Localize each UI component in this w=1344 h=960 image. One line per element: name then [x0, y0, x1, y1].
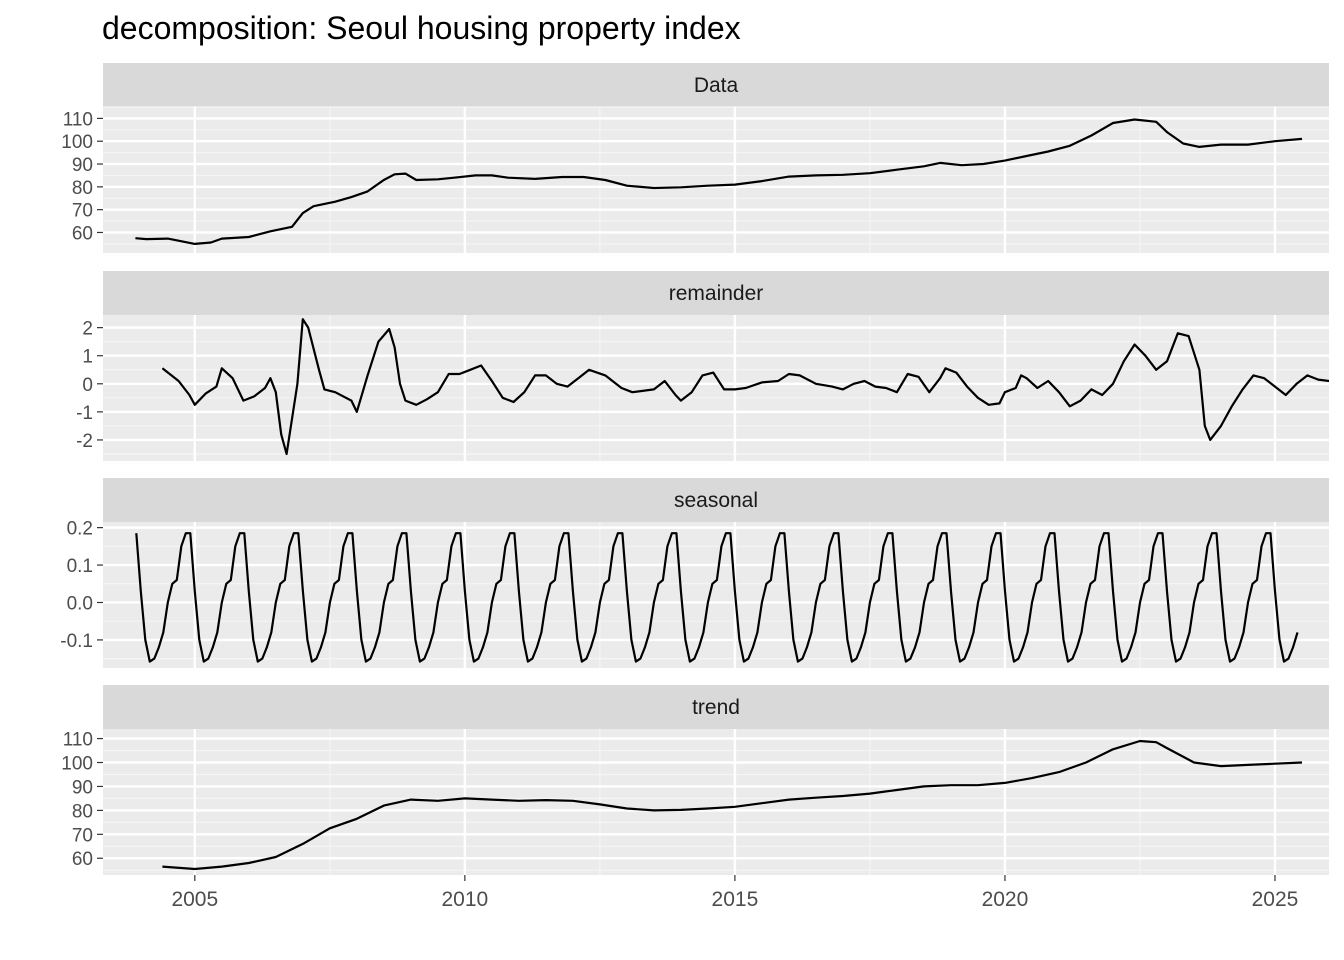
x-tick-label: 2010: [441, 888, 488, 911]
series-line-seasonal: [135, 532, 1299, 663]
strip-label: seasonal: [674, 489, 758, 512]
y-tick-label: 80: [72, 801, 93, 822]
strip-trend: [103, 685, 1329, 729]
strip-seasonal: [103, 478, 1329, 522]
strip-label: remainder: [669, 282, 764, 305]
x-tick-label: 2005: [171, 888, 218, 911]
series-line-data: [135, 118, 1303, 245]
y-tick-label: 70: [72, 201, 93, 222]
chart-title: decomposition: Seoul housing property in…: [102, 10, 741, 46]
y-tick-label: 0: [82, 375, 93, 396]
strip-remainder: [103, 271, 1329, 315]
panel-background: [103, 522, 1329, 668]
facet-panels: Data60708090100110remainder-2-1012season…: [60, 63, 1329, 875]
y-tick-label: 0.0: [67, 593, 93, 614]
panel-remainder: remainder -2 -1 0 1 2: [76, 271, 1329, 461]
y-tick-label: 100: [61, 132, 93, 153]
strip-data: [103, 63, 1329, 107]
y-tick-label: 110: [63, 109, 93, 130]
y-tick-label: 0.1: [67, 556, 93, 577]
y-tick-label: 90: [72, 777, 93, 798]
panel-background: [103, 729, 1329, 875]
strip-label: trend: [692, 696, 740, 719]
x-tick-label: 2020: [982, 888, 1029, 911]
panel-background: [103, 107, 1329, 253]
y-tick-label: -0.1: [60, 631, 93, 652]
x-tick-label: 2015: [712, 888, 759, 911]
y-tick-label: 90: [72, 155, 93, 176]
y-tick-label: 70: [72, 825, 93, 846]
series-line-remainder: [161, 318, 1329, 456]
strip-label: Data: [694, 74, 739, 97]
series-line-trend: [162, 739, 1303, 871]
y-tick-label: -1: [76, 403, 93, 424]
y-tick-label: 1: [82, 347, 93, 368]
y-tick-label: 0.2: [67, 519, 93, 540]
x-tick-label: 2025: [1252, 888, 1299, 911]
panel-seasonal: seasonal -0.1 0.0 0.1 0.2: [60, 478, 1329, 668]
y-tick-label: 110: [63, 730, 93, 751]
y-tick-label: -2: [76, 431, 93, 452]
y-tick-label: 60: [72, 223, 93, 244]
y-tick-label: 80: [72, 178, 93, 199]
y-tick-label: 100: [61, 754, 93, 775]
y-tick-label: 60: [72, 849, 93, 870]
panel-background: [103, 315, 1329, 461]
y-tick-label: 2: [82, 319, 93, 340]
x-axis: 2005 2010 2015 2020 2025: [171, 875, 1298, 911]
